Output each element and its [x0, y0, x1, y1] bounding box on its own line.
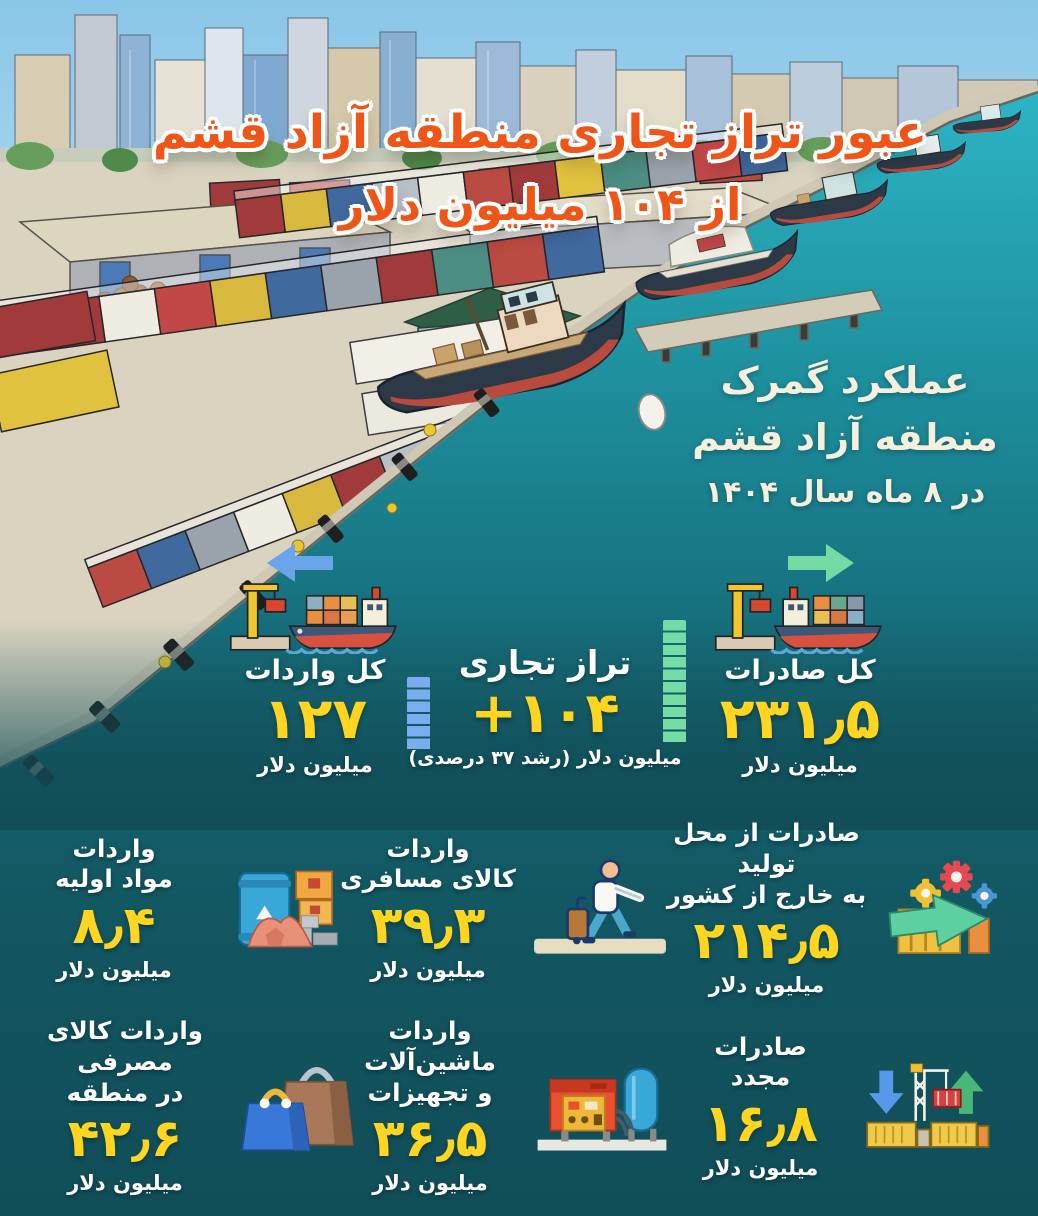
header-line-2: منطقه آزاد قشم [692, 416, 998, 460]
suitcase [565, 907, 590, 941]
production-exports-label-1: صادرات از محل تولید [673, 818, 860, 878]
export-arrow [888, 893, 990, 948]
factory-export-gears-icon [888, 860, 998, 954]
gear-red [940, 860, 973, 894]
passenger-imports-label-2: کالای مسافری [340, 864, 516, 894]
re-exports-label-1: صادرات [714, 1031, 807, 1061]
base [537, 1139, 667, 1151]
gear-yellow [910, 878, 941, 908]
total-exports-bar [663, 620, 686, 743]
production-exports-unit: میلیون دلار [708, 973, 825, 998]
shopping-bags-icon [241, 1067, 354, 1152]
lenj-boat-5 [952, 103, 1022, 134]
jetty [633, 289, 884, 363]
cargo-ship-crane-icon [229, 583, 397, 654]
consumer-imports-label-1: واردات کالای مصرفی [47, 1016, 203, 1076]
arrow-left-icon [267, 544, 333, 582]
left-containers [0, 290, 120, 433]
stat-trade-balance: تراز تجاری +۱۰۴ میلیون دلار (رشد ۳۷ درصد… [408, 642, 681, 771]
raw-materials-label-2: مواد اولیه [55, 864, 173, 894]
trade-balance-value: +۱۰۴ [470, 681, 620, 747]
total-exports-unit: میلیون دلار [742, 752, 858, 777]
report-header: عملکرد گمرک منطقه آزاد قشم در ۸ ماه سال … [665, 352, 1025, 518]
raw-materials-label-1: واردات [72, 833, 156, 863]
stat-re-exports: صادرات مجدد ۱۶٫۸ میلیون دلار [665, 1022, 1000, 1192]
consumer-imports-value: ۴۲٫۶ [67, 1109, 183, 1170]
up-arrow [948, 1070, 984, 1114]
stat-total-imports: کل واردات ۱۲۷ میلیون دلار [205, 542, 425, 779]
raw-materials-barrel-icon [237, 870, 338, 948]
re-exports-label-2: مجدد [730, 1062, 791, 1092]
stat-production-exports: صادرات از محل تولید به خارج از کشور ۲۱۴٫… [665, 818, 1000, 997]
trade-balance-bar [407, 677, 430, 750]
stat-consumer-imports: واردات کالای مصرفی در منطقه ۴۲٫۶ میلیون … [30, 1016, 360, 1195]
cargo-ship-crane-icon [714, 583, 882, 654]
stat-raw-materials-imports: واردات مواد اولیه ۸٫۴ میلیون دلار [20, 824, 350, 994]
trade-balance-unit: میلیون دلار (رشد ۳۷ درصدی) [408, 746, 682, 769]
re-exports-unit: میلیون دلار [702, 1156, 819, 1181]
lenj-boat-3 [770, 171, 889, 226]
lenj-boat-large [376, 280, 626, 414]
ground [533, 938, 666, 954]
consumer-imports-unit: میلیون دلار [67, 1171, 183, 1196]
total-imports-label: کل واردات [244, 655, 386, 686]
gear-blue [971, 883, 998, 909]
control-panel [562, 1095, 606, 1132]
total-imports-unit: میلیون دلار [257, 752, 373, 777]
consumer-imports-label-2: در منطقه [66, 1077, 184, 1107]
brown-bag-handle [299, 1067, 335, 1085]
title-line-1: عبور تراز تجاری منطقه آزاد قشم [152, 105, 928, 160]
down-arrow [868, 1070, 904, 1114]
machinery-imports-unit: میلیون دلار [372, 1171, 488, 1196]
production-exports-value: ۲۱۴٫۵ [693, 911, 840, 972]
passenger-imports-label-1: واردات [386, 833, 470, 863]
crane-reexport-icon [866, 1063, 990, 1148]
buoy [637, 393, 667, 431]
title-line-2: از ۱۰۴ میلیون دلار [338, 177, 742, 231]
stat-passenger-imports: واردات کالای مسافری ۳۹٫۳ میلیون دلار [340, 824, 670, 994]
header-line-3: در ۸ ماه سال ۱۴۰۴ [704, 474, 986, 510]
raw-materials-unit: میلیون دلار [56, 958, 172, 983]
lenj-boat-4 [876, 133, 967, 174]
passenger-imports-value: ۳۹٫۳ [370, 895, 486, 956]
total-exports-value: ۲۳۱٫۵ [719, 685, 881, 752]
total-imports-value: ۱۲۷ [262, 685, 368, 752]
trees [6, 136, 952, 172]
machinery-imports-value: ۳۶٫۵ [372, 1109, 488, 1170]
machinery-imports-label-1: واردات ماشین‌آلات [364, 1016, 496, 1076]
trade-balance-label: تراز تجاری [458, 643, 632, 682]
machinery-equipment-icon [537, 1067, 667, 1151]
stat-machinery-imports: واردات ماشین‌آلات و تجهیزات ۳۶٫۵ میلیون … [340, 1016, 670, 1195]
total-exports-label: کل صادرات [724, 655, 876, 686]
yard-containers [866, 1121, 990, 1148]
production-exports-label-2: به خارج از کشور [666, 879, 867, 909]
container-row-top [233, 122, 789, 239]
lenj-boat-2 [635, 225, 799, 301]
harbor-scene-illustration [0, 0, 1038, 830]
poster-title: عبور تراز تجاری منطقه آزاد قشم از ۱۰۴ می… [150, 104, 930, 233]
traveler-suitcase-icon [533, 859, 666, 954]
boxes [294, 870, 333, 926]
header-line-1: عملکرد گمرک [720, 359, 970, 402]
passenger-imports-unit: میلیون دلار [370, 958, 486, 983]
re-exports-value: ۱۶٫۸ [703, 1093, 818, 1154]
stat-total-exports: کل صادرات ۲۳۱٫۵ میلیون دلار [690, 542, 910, 779]
machinery-imports-label-2: و تجهیزات [367, 1077, 493, 1107]
arrow-right-icon [788, 544, 854, 582]
raw-materials-value: ۸٫۴ [72, 895, 156, 956]
